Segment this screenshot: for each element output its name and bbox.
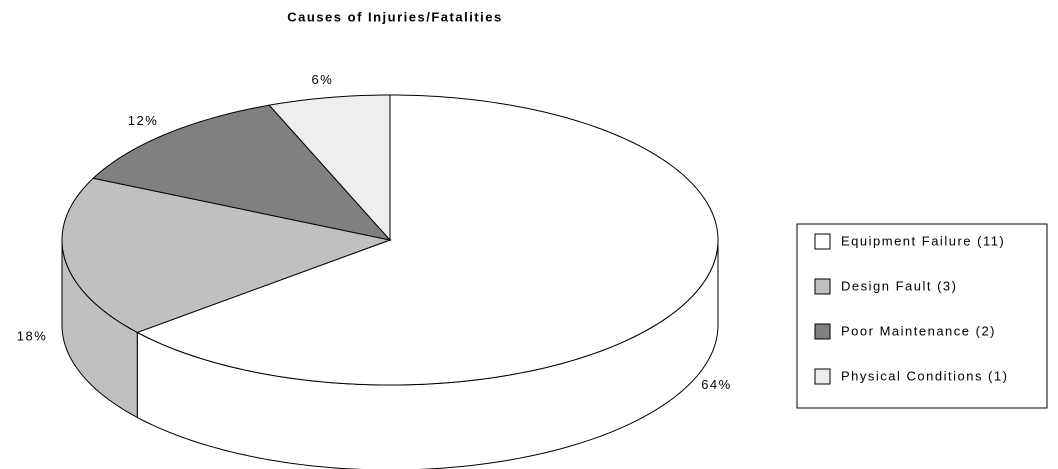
legend-swatch [814,233,831,250]
data-label: 64% [701,377,732,392]
chart-title: Causes of Injuries/Fatalities [287,9,502,24]
slice [61,177,392,333]
legend-swatch [814,278,831,295]
legend-label: Design Fault (3) [841,278,957,293]
data-label: 6% [311,72,333,87]
legend-swatch [814,368,831,385]
slice [268,94,391,242]
legend-label: Equipment Failure (11) [841,233,1005,248]
legend-box [796,223,1048,409]
slice [136,94,719,386]
slice [92,104,392,241]
legend-label: Physical Conditions (1) [841,368,1008,383]
data-label: 12% [128,113,159,128]
legend-swatch [814,323,831,340]
data-label: 18% [17,328,48,343]
legend-label: Poor Maintenance (2) [841,323,996,338]
